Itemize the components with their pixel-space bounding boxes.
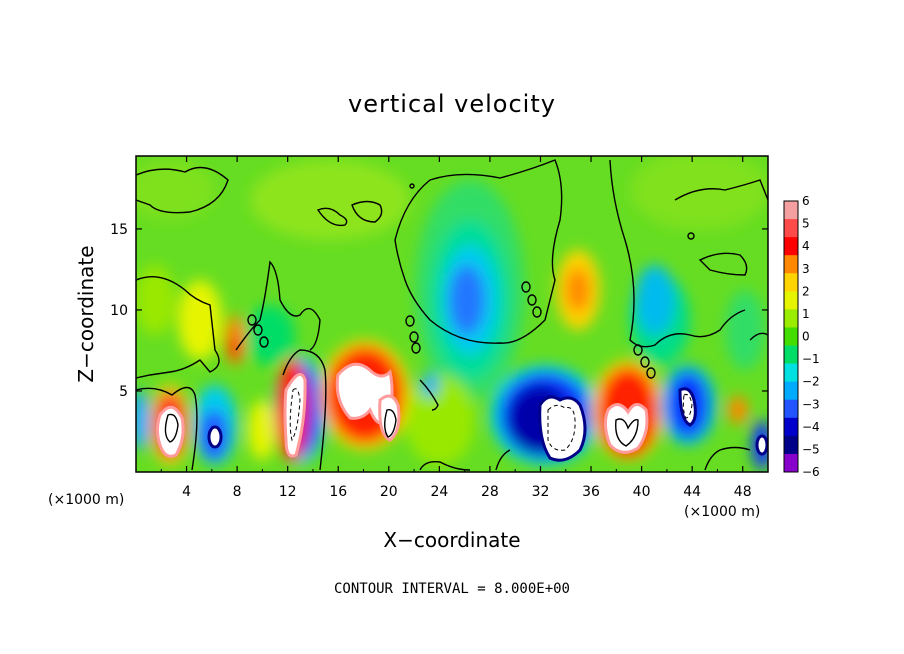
colorbar-swatch (784, 399, 798, 419)
x-tick-label: 24 (430, 484, 448, 500)
x-tick-label: 8 (233, 484, 242, 500)
colorbar-tick-label: 5 (802, 217, 810, 231)
colorbar: 6 5 4 3 2 1 0 −1 −2 −3 −4 −5 −6 (783, 194, 820, 479)
colorbar-tick-label: −1 (802, 352, 820, 366)
chart-title: vertical velocity (348, 90, 556, 118)
x-tick-label: 36 (582, 484, 600, 500)
dashed-contours (289, 388, 693, 451)
contour-interval-note: CONTOUR INTERVAL = 8.000E+00 (334, 581, 570, 597)
colorbar-swatch (784, 219, 798, 238)
x-unit-right: (×1000 m) (684, 504, 760, 520)
colorbar-swatch (784, 255, 798, 274)
colorbar-tick-label: −6 (802, 465, 820, 479)
colorbar-tick-label: 4 (802, 239, 810, 253)
colorbar-frame (783, 200, 799, 473)
plot-area (136, 156, 768, 472)
x-unit-left: (×1000 m) (48, 492, 124, 508)
plot-frame (135, 155, 769, 473)
colorbar-tick-label: 0 (802, 330, 810, 344)
colorbar-tick-label: 3 (802, 262, 810, 276)
colorbar-swatch (784, 201, 798, 220)
colorbar-tick-label: −3 (802, 397, 820, 411)
colorbar-swatch (784, 435, 798, 455)
x-tick-label: 44 (683, 484, 701, 500)
x-tick-label: 28 (481, 484, 499, 500)
colorbar-swatch (784, 327, 798, 346)
colorbar-swatch (784, 291, 798, 310)
x-tick-label: 16 (329, 484, 347, 500)
x-tick-label: 4 (182, 484, 191, 500)
colorbar-swatch (784, 417, 798, 437)
x-tick-label: 48 (734, 484, 752, 500)
y-axis-label: Z−coordinate (74, 245, 98, 382)
colorbar-tick-label: −4 (802, 420, 820, 434)
colorbar-swatch (784, 363, 798, 382)
colorbar-tick-label: 6 (802, 194, 810, 208)
colorbar-swatch (784, 453, 798, 473)
colorbar-tick-label: −2 (802, 375, 820, 389)
colorbar-swatch (784, 309, 798, 328)
colorbar-swatch (784, 237, 798, 256)
contour-lines (136, 159, 768, 471)
x-axis-ticks: 4 8 12 16 20 24 28 32 36 40 44 48 (160, 156, 752, 500)
y-axis-ticks: 5 10 15 (110, 222, 768, 400)
x-tick-label: 40 (633, 484, 651, 500)
colorbar-tick-label: −5 (802, 442, 820, 456)
y-tick-label: 5 (119, 384, 128, 400)
colorbar-tick-label: 2 (802, 284, 810, 298)
velocity-field (136, 156, 768, 470)
colorbar-swatch (784, 345, 798, 364)
y-tick-label: 10 (110, 303, 128, 319)
colorbar-swatch (784, 273, 798, 292)
colorbar-swatch (784, 381, 798, 401)
x-tick-label: 32 (532, 484, 550, 500)
x-tick-label: 12 (279, 484, 297, 500)
y-tick-label: 15 (110, 222, 128, 238)
x-tick-label: 20 (380, 484, 398, 500)
x-axis-label: X−coordinate (383, 528, 520, 552)
colorbar-tick-label: 1 (802, 307, 810, 321)
